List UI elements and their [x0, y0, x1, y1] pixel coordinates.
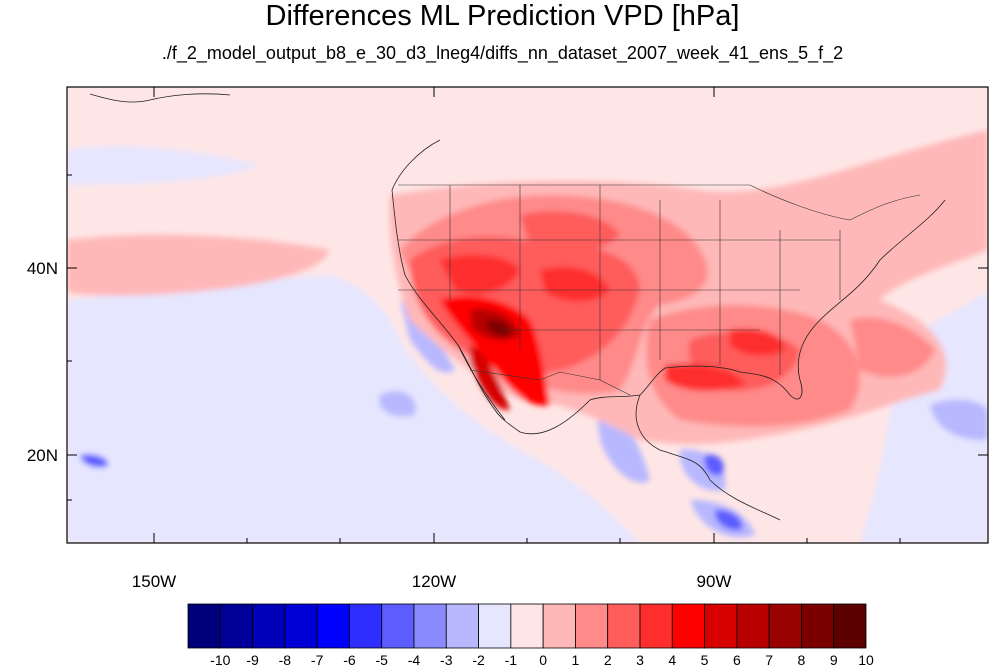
coastlines [89, 93, 946, 521]
plains-positive [520, 211, 620, 252]
colorbar-box [510, 603, 544, 649]
colorbar-label: 9 [830, 652, 838, 668]
rockies-strong [540, 266, 610, 302]
colorbar-box [478, 603, 512, 649]
baja-positive [470, 345, 510, 411]
colorbar-label: 6 [733, 652, 741, 668]
pacific-strong-negative [714, 509, 743, 531]
north-pacific-negative [67, 145, 260, 185]
colorbar-box [704, 603, 738, 649]
colorbar-box [445, 603, 479, 649]
colorbar-label: 5 [701, 652, 709, 668]
colorbar-label: 0 [539, 652, 547, 668]
colorbar-label: 3 [636, 652, 644, 668]
colorbar-box [413, 603, 447, 649]
great-basin-strong [440, 254, 520, 294]
baja-peninsula [457, 344, 506, 421]
atlantic-coast-positive [850, 317, 935, 378]
map-title: Differences ML Prediction VPD [hPa] [265, 0, 740, 32]
colorbar-label: -6 [343, 652, 356, 668]
colorbar-box [639, 603, 673, 649]
colorbar-box [833, 603, 867, 649]
map-subtitle: ./f_2_model_output_b8_e_30_d3_lneg4/diff… [161, 43, 844, 63]
us-mexico-border [469, 369, 631, 396]
gulf-strong [665, 363, 745, 392]
atlantic-negative-region [860, 290, 988, 543]
hawaii-negative [80, 454, 109, 468]
colorbar-box [736, 603, 770, 649]
gulf-mexico-negative [704, 454, 724, 476]
lat-label-40n: 40N [27, 259, 58, 278]
state-borders [398, 184, 921, 396]
colorbar-label: -10 [210, 652, 230, 668]
lat-label-20n: 20N [27, 446, 58, 465]
colorbar-label: -4 [408, 652, 421, 668]
colorbar-label: -2 [472, 652, 485, 668]
colorbar-label: -3 [440, 652, 453, 668]
colorbar-box [671, 603, 705, 649]
colorbar: -10 -9 -8 -7 -6 -5 -4 -3 -2 -1 0 1 2 3 4 5 6 7 8 9 10 [187, 603, 874, 668]
colorbar-box [768, 603, 802, 649]
colorbar-box [607, 603, 641, 649]
alaska-coast [89, 93, 231, 103]
lon-label-90w: 90W [697, 572, 732, 591]
colorbar-label: 4 [668, 652, 676, 668]
colorbar-label: -1 [505, 652, 518, 668]
us-west-coast [391, 189, 521, 433]
colorbar-label: -7 [311, 652, 324, 668]
gulf-and-east-coast [519, 199, 946, 435]
colorbar-label: -8 [279, 652, 292, 668]
colorbar-box [542, 603, 576, 649]
colorbar-label: 10 [858, 652, 874, 668]
colorbar-box [349, 603, 383, 649]
lon-label-150w: 150W [132, 572, 176, 591]
colorbar-label: -9 [246, 652, 259, 668]
axis-ticks [67, 87, 988, 543]
great-lakes-border [749, 184, 921, 221]
arizona-peak [485, 319, 511, 336]
colorbar-label: 1 [572, 652, 580, 668]
pacific-negative-patch [379, 391, 416, 417]
atlantic-negative-patch [930, 399, 988, 441]
colorbar-box [316, 603, 350, 649]
southeast-strong [730, 328, 785, 356]
colorbar-label: -5 [375, 652, 388, 668]
colorbar-box [187, 603, 221, 649]
colorbar-box [284, 603, 318, 649]
mexico-gulf-coast [635, 394, 781, 521]
colorbar-box [381, 603, 415, 649]
colorbar-box [575, 603, 609, 649]
colorbar-box [252, 603, 286, 649]
colorbar-label: 8 [798, 652, 806, 668]
map-field [67, 87, 988, 543]
state-lines-vertical [449, 185, 841, 380]
colorbar-box [801, 603, 835, 649]
colorbar-label: 2 [604, 652, 612, 668]
canada-west-coast [391, 139, 441, 191]
pacific-positive-band [67, 234, 330, 296]
colorbar-label: 7 [765, 652, 773, 668]
pacific-negative-region [67, 275, 640, 543]
colorbar-box [219, 603, 253, 649]
arizona-hot-core [440, 296, 550, 406]
lon-label-120w: 120W [412, 572, 456, 591]
state-lines-horizontal [398, 239, 840, 331]
